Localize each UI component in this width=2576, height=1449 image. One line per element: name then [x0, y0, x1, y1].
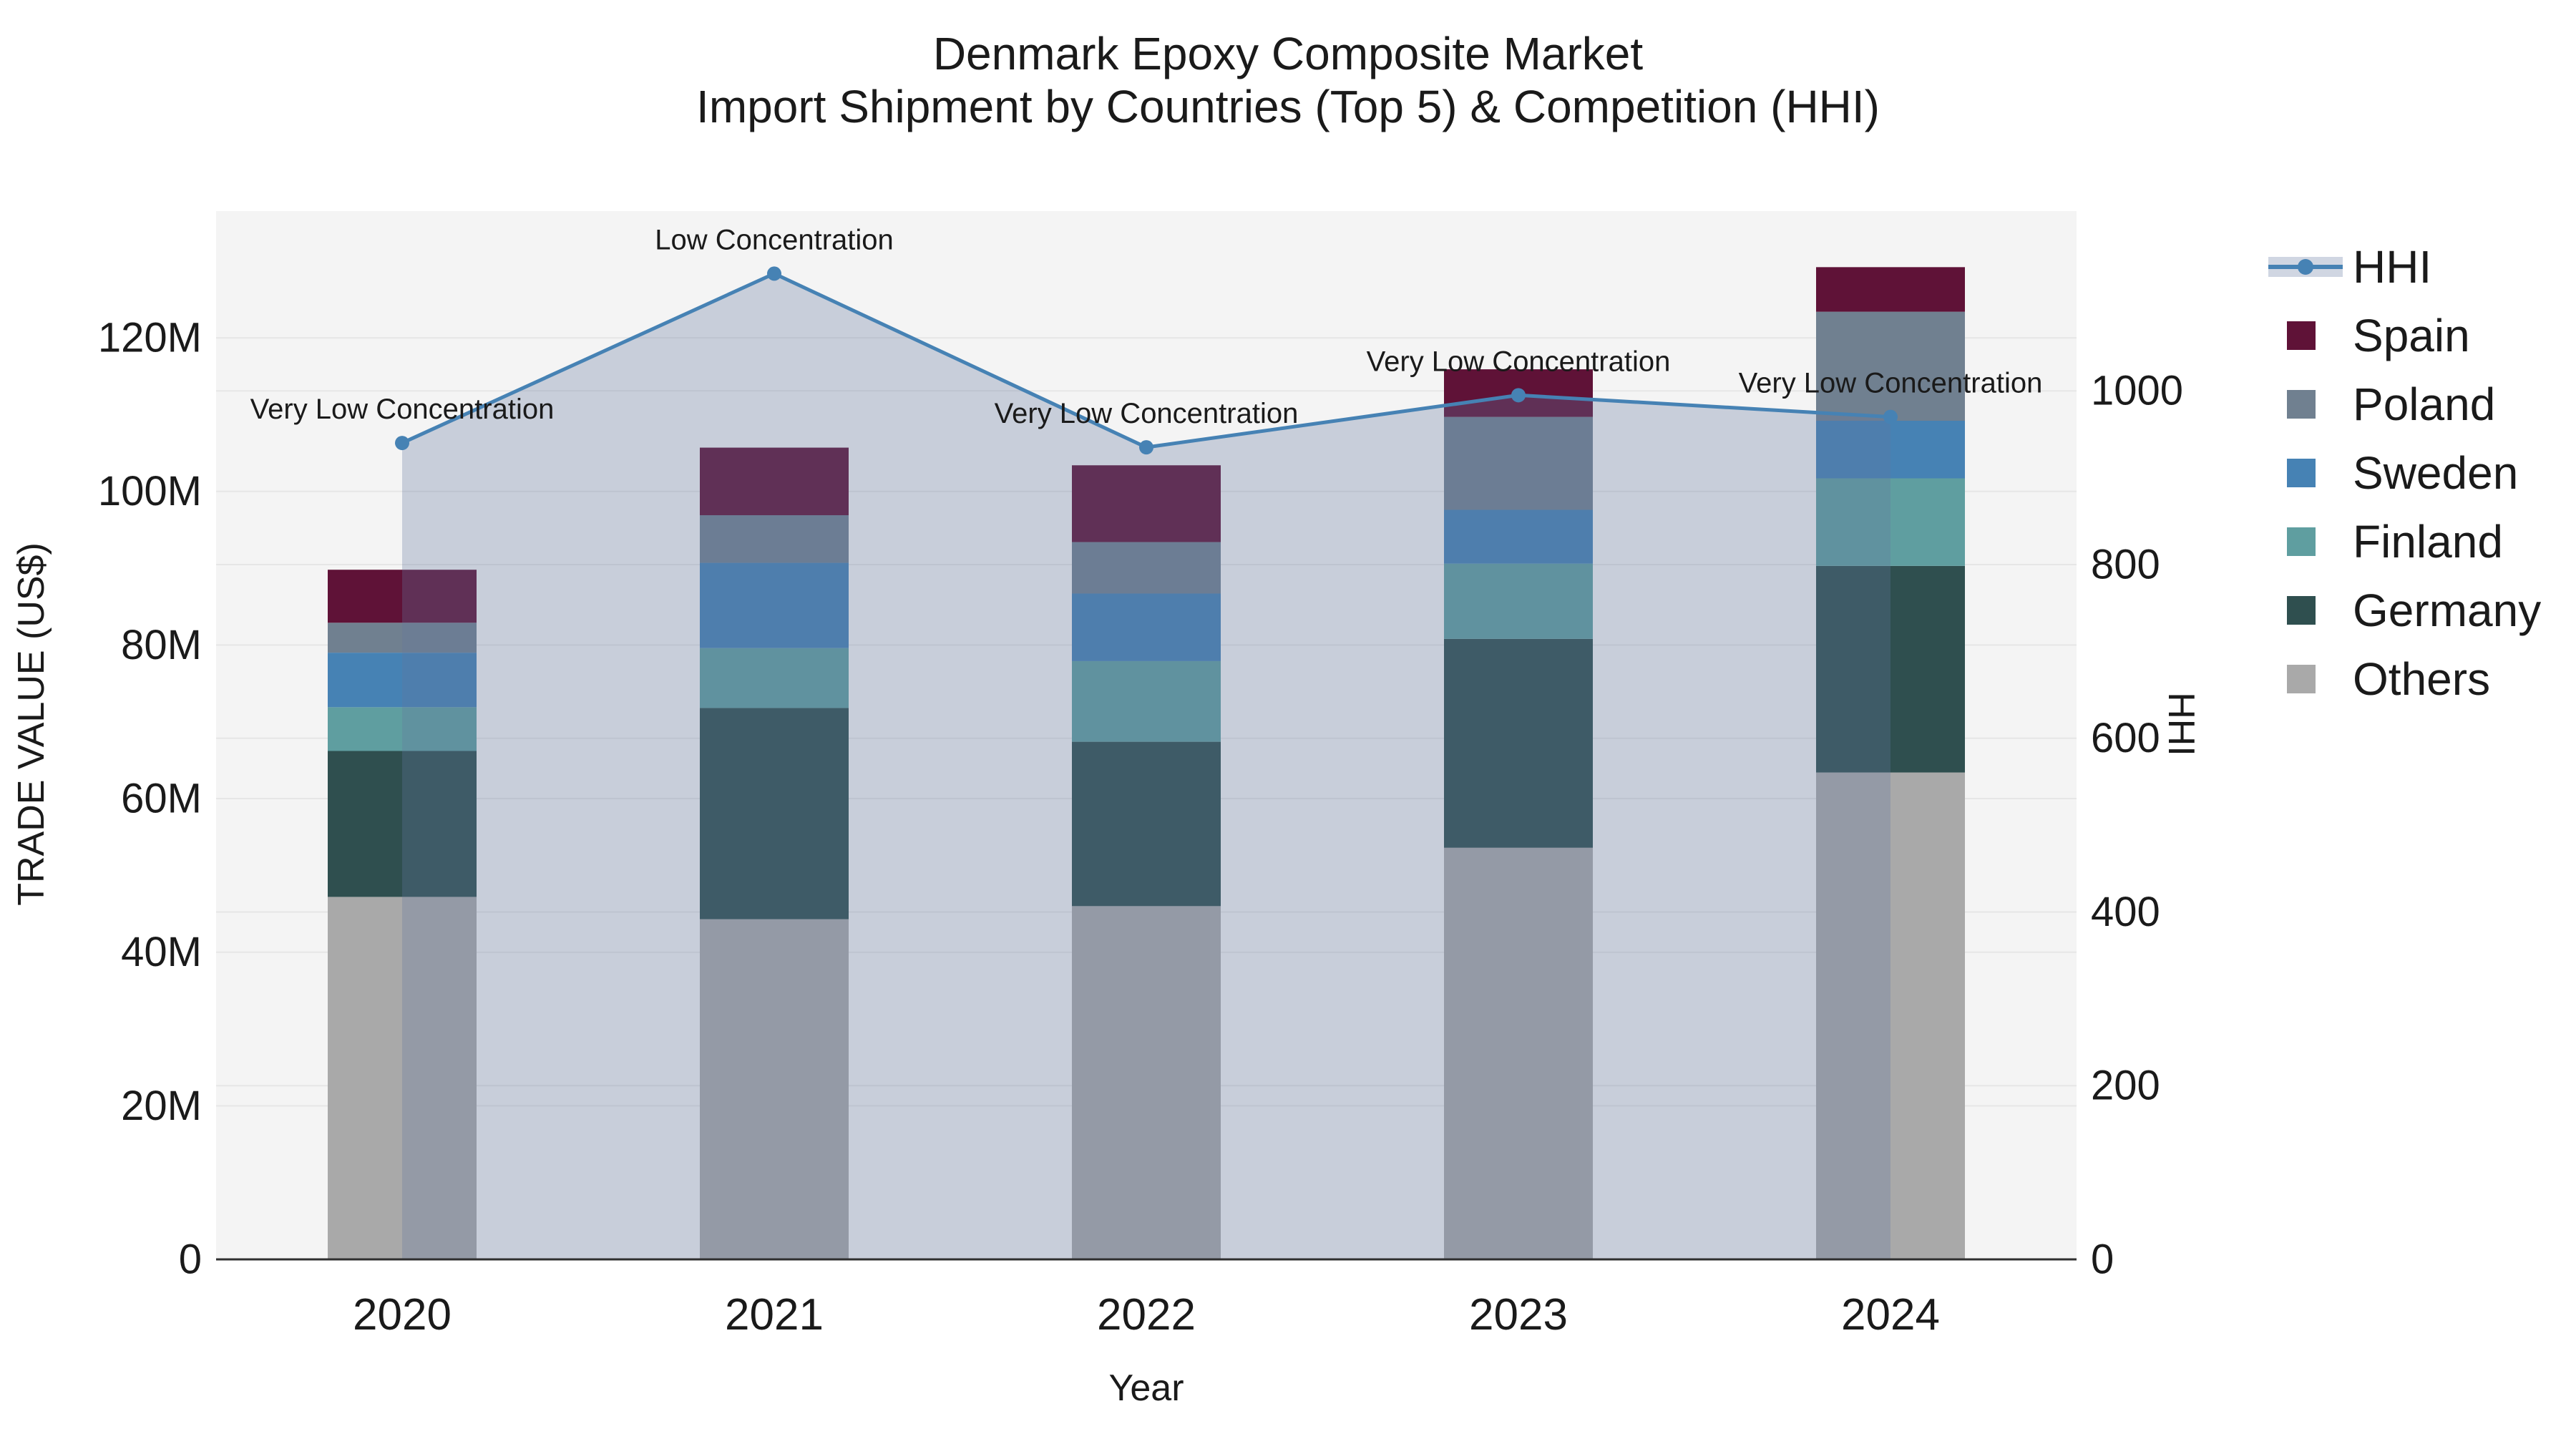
legend: HHI Spain Poland Sweden Finland Germany Others [2268, 233, 2576, 713]
hhi-marker-2020[interactable] [395, 436, 409, 451]
legend-label: Germany [2353, 585, 2542, 636]
bar-segment-poland-2023[interactable] [1444, 416, 1593, 510]
y-left-tick-label: 100M [98, 468, 202, 514]
y-right-tick-label: 600 [2091, 715, 2160, 761]
x-axis-title: Year [1108, 1367, 1184, 1409]
hhi-marker-2024[interactable] [1883, 409, 1898, 424]
bar-segment-finland-2024[interactable] [1816, 478, 1965, 566]
y-right-tick-label: 800 [2091, 541, 2160, 587]
bar-segment-others-2024[interactable] [1816, 772, 1965, 1259]
x-tick-label-2024: 2024 [1841, 1290, 1940, 1340]
bar-segment-others-2020[interactable] [328, 897, 477, 1259]
bar-segment-finland-2023[interactable] [1444, 563, 1593, 639]
legend-swatch-icon [2268, 507, 2347, 576]
bar-segment-sweden-2021[interactable] [700, 562, 849, 648]
legend-swatch-icon [2268, 439, 2347, 507]
chart-title-line1: Denmark Epoxy Composite Market [932, 28, 1644, 79]
bar-segment-spain-2020[interactable] [328, 570, 477, 623]
hhi-area-fill [402, 273, 1890, 1259]
chart-title-line2: Import Shipment by Countries (Top 5) & C… [696, 81, 1880, 132]
legend-item-finland[interactable]: Finland [2268, 507, 2576, 576]
legend-swatch-icon [2268, 645, 2347, 713]
legend-label: Others [2353, 653, 2491, 705]
bar-segment-poland-2021[interactable] [700, 515, 849, 563]
annotation-hhi-2022: Very Low Concentration [995, 398, 1299, 429]
y-left-tick-label: 120M [98, 315, 202, 361]
hhi-marker-2022[interactable] [1139, 440, 1153, 455]
x-tick-label-2022: 2022 [1097, 1290, 1196, 1340]
hhi-marker-2023[interactable] [1511, 388, 1526, 403]
bar-segment-germany-2021[interactable] [700, 708, 849, 919]
chart-title: Denmark Epoxy Composite Market Import Sh… [0, 27, 2576, 133]
legend-item-hhi[interactable]: HHI [2268, 233, 2576, 301]
y-left-tick-label: 20M [121, 1083, 202, 1129]
bar-segment-poland-2024[interactable] [1816, 311, 1965, 421]
bar-segment-others-2022[interactable] [1072, 906, 1221, 1259]
bar-segment-spain-2024[interactable] [1816, 267, 1965, 312]
bar-segment-finland-2020[interactable] [328, 707, 477, 751]
bar-segment-germany-2022[interactable] [1072, 741, 1221, 907]
annotation-hhi-2023: Very Low Concentration [1367, 346, 1671, 377]
legend-swatch-icon [2268, 370, 2347, 439]
bar-segment-poland-2020[interactable] [328, 623, 477, 653]
left-axis-title: TRADE VALUE (US$) [11, 542, 52, 906]
y-left-tick-label: 0 [179, 1236, 202, 1283]
bar-segment-others-2021[interactable] [700, 919, 849, 1259]
legend-item-germany[interactable]: Germany [2268, 576, 2576, 645]
annotation-hhi-2024: Very Low Concentration [1739, 368, 2043, 399]
bar-segment-finland-2022[interactable] [1072, 660, 1221, 742]
bar-segment-finland-2021[interactable] [700, 648, 849, 708]
legend-label: Spain [2353, 310, 2470, 361]
y-right-tick-label: 200 [2091, 1063, 2160, 1109]
legend-label: Sweden [2353, 447, 2519, 499]
y-right-tick-label: 1000 [2091, 368, 2183, 414]
y-left-tick-label: 40M [121, 929, 202, 975]
y-left-tick-label: 80M [121, 622, 202, 668]
y-right-tick-label: 400 [2091, 889, 2160, 935]
bar-segment-germany-2024[interactable] [1816, 565, 1965, 773]
hhi-marker-2021[interactable] [767, 266, 781, 281]
legend-item-spain[interactable]: Spain [2268, 301, 2576, 370]
bar-segment-sweden-2020[interactable] [328, 653, 477, 708]
legend-item-poland[interactable]: Poland [2268, 370, 2576, 439]
bar-segment-germany-2020[interactable] [328, 751, 477, 897]
legend-label: Poland [2353, 379, 2496, 430]
annotation-hhi-2020: Very Low Concentration [250, 394, 555, 425]
bar-segment-sweden-2022[interactable] [1072, 593, 1221, 661]
annotation-hhi-2021: Low Concentration [655, 224, 894, 255]
y-right-tick-label: 0 [2091, 1236, 2114, 1283]
legend-item-others[interactable]: Others [2268, 645, 2576, 713]
x-tick-label-2020: 2020 [353, 1290, 452, 1340]
bar-segment-spain-2021[interactable] [700, 447, 849, 516]
legend-swatch-icon [2268, 301, 2347, 370]
right-axis-title: HHI [2160, 692, 2202, 756]
bar-segment-spain-2022[interactable] [1072, 465, 1221, 542]
x-tick-label-2021: 2021 [725, 1290, 824, 1340]
bar-segment-poland-2022[interactable] [1072, 542, 1221, 594]
bar-segment-sweden-2024[interactable] [1816, 421, 1965, 479]
legend-label: HHI [2353, 241, 2432, 293]
y-left-tick-label: 60M [121, 776, 202, 822]
legend-item-sweden[interactable]: Sweden [2268, 439, 2576, 507]
x-tick-label-2023: 2023 [1469, 1290, 1568, 1340]
bar-segment-germany-2023[interactable] [1444, 638, 1593, 848]
hhi-line-swatch-icon [2268, 233, 2347, 301]
legend-label: Finland [2353, 516, 2503, 567]
bar-segment-sweden-2023[interactable] [1444, 509, 1593, 564]
legend-swatch-icon [2268, 576, 2347, 645]
bar-segment-others-2023[interactable] [1444, 847, 1593, 1259]
